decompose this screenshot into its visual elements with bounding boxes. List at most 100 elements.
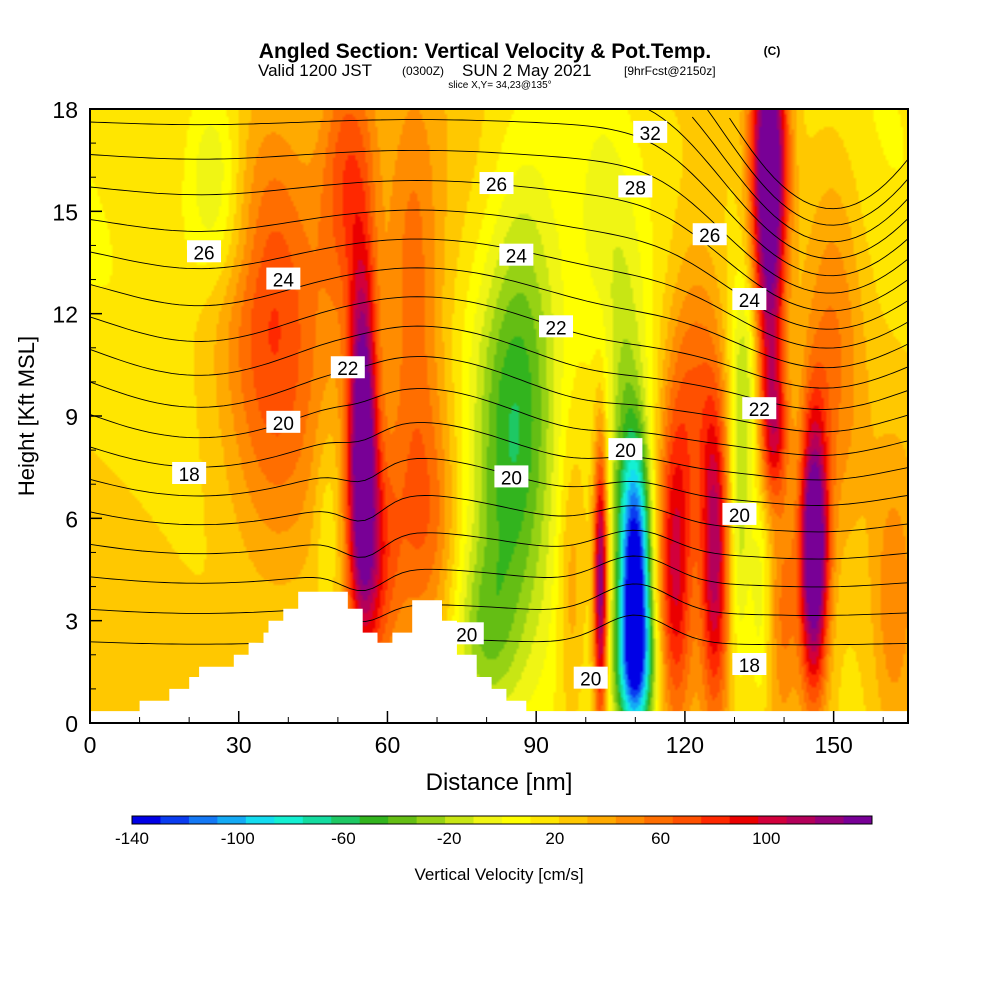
colorbar-swatch — [502, 816, 531, 824]
y-axis-label: Height [Kft MSL] — [14, 336, 39, 496]
colorbar-swatch — [587, 816, 617, 824]
colorbar-swatch — [160, 816, 190, 824]
subtitle-valid-c: SUN 2 May 2021 — [462, 61, 591, 80]
axes: 0 30 60 90 120 150 0 3 6 9 12 15 18 — [52, 97, 884, 758]
colorbar-swatch — [302, 816, 332, 824]
contour-label-text: 22 — [545, 318, 566, 339]
contour-label: 28 — [618, 175, 653, 199]
contour-label: 22 — [330, 356, 365, 380]
y-tick-label: 9 — [65, 404, 78, 430]
colorbar-swatch — [274, 816, 304, 824]
colorbar-tick-label: 20 — [545, 829, 564, 848]
colorbar-swatch — [217, 816, 247, 824]
colorbar-swatch — [473, 816, 503, 824]
vertical-velocity-field — [90, 109, 908, 723]
colorbar-frame — [131, 815, 873, 825]
contour-label-text: 22 — [749, 400, 770, 421]
colorbar-tick-label: -60 — [331, 829, 356, 848]
contour-label-text: 18 — [739, 656, 760, 677]
colorbar-swatch — [815, 816, 844, 824]
colorbar-swatch — [843, 816, 873, 824]
contour-label-text: 26 — [486, 175, 507, 196]
colorbar-swatch — [672, 816, 702, 824]
colorbar-swatch — [445, 816, 474, 824]
colorbar-swatch — [416, 816, 446, 824]
colorbar-swatch — [701, 816, 731, 824]
contour-label-text: 28 — [625, 178, 646, 199]
contour-label: 18 — [172, 461, 207, 486]
y-tick-label: 0 — [65, 711, 78, 737]
contour-label-text: 20 — [273, 414, 294, 435]
contour-label-text: 26 — [699, 226, 720, 247]
colorbar-swatch — [359, 816, 389, 824]
colorbar-tick-label: 60 — [651, 829, 670, 848]
colorbar-swatch — [245, 816, 275, 824]
contour-label: 26 — [692, 223, 727, 247]
colorbar-swatch — [331, 816, 361, 824]
contour-label: 20 — [722, 502, 757, 527]
y-tick-label: 12 — [52, 302, 78, 328]
contour-label-text: 24 — [506, 247, 528, 268]
contour-label-text: 18 — [179, 465, 200, 486]
contour-label-text: 20 — [456, 625, 477, 646]
contour-label: 20 — [494, 465, 529, 489]
y-tick-label: 18 — [52, 97, 78, 123]
contour-label-text: 26 — [193, 243, 214, 264]
colorbar-swatch — [188, 816, 218, 824]
contour-label-text: 20 — [729, 506, 750, 527]
subtitle-valid-a: Valid 1200 JST — [258, 61, 372, 80]
colorbar-tick-label: -140 — [115, 829, 149, 848]
contour-label-text: 20 — [615, 441, 636, 462]
x-tick-label: 60 — [375, 732, 401, 758]
x-tick-label: 0 — [84, 732, 97, 758]
contour-label-text: 24 — [739, 291, 761, 312]
contour-label: 24 — [266, 267, 301, 292]
colorbar-tick-label: 100 — [752, 829, 780, 848]
contour-label-text: 20 — [580, 670, 601, 691]
contour-label-text: 32 — [640, 124, 661, 145]
colorbar-swatch — [729, 816, 759, 824]
colorbar-swatch — [530, 816, 560, 824]
contour-label: 20 — [608, 438, 643, 462]
contour-label: 20 — [266, 410, 301, 435]
slice-info: slice X,Y= 34,23@135° — [448, 80, 551, 91]
contour-label: 26 — [479, 172, 514, 196]
x-axis-label: Distance [nm] — [426, 769, 573, 796]
contour-label: 24 — [499, 243, 534, 268]
contour-label: 18 — [732, 653, 767, 677]
x-tick-label: 30 — [226, 732, 252, 758]
terrain-mask — [90, 591, 908, 723]
contour-label-text: 22 — [337, 359, 358, 380]
colorbar-swatch — [786, 816, 816, 824]
y-tick-label: 3 — [65, 609, 78, 635]
colorbar-tick-label: -20 — [437, 829, 462, 848]
colorbar-tick-label: -100 — [221, 829, 255, 848]
colorbar-swatch — [558, 816, 588, 824]
x-tick-label: 150 — [814, 732, 852, 758]
x-tick-label: 90 — [523, 732, 549, 758]
contour-label: 32 — [633, 120, 668, 145]
subtitle-valid-time: Valid 1200 JST (0300Z) SUN 2 May 2021 [9… — [258, 61, 716, 80]
colorbar-swatch — [758, 816, 788, 824]
colorbar-swatch — [388, 816, 418, 824]
y-tick-label: 6 — [65, 506, 78, 532]
contour-labels: 32 28 26 26 26 24 24 24 22 22 22 20 20 20 20 20 20 18 18 — [172, 120, 777, 691]
contour-label: 20 — [573, 666, 608, 691]
x-tick-label: 120 — [666, 732, 704, 758]
colorbar-label: Vertical Velocity [cm/s] — [414, 865, 583, 884]
subtitle-valid-b: (0300Z) — [402, 64, 444, 78]
contour-label: 22 — [742, 397, 777, 421]
contour-label: 20 — [449, 622, 484, 646]
chart-title-unit: (C) — [764, 44, 781, 58]
contour-label: 24 — [732, 288, 767, 312]
colorbar: -140 -100 -60 -20 20 60 100 — [115, 815, 873, 848]
colorbar-swatch — [644, 816, 674, 824]
plot-area: 32 28 26 26 26 24 24 24 22 22 22 20 20 20 20 20 20 18 18 — [89, 108, 909, 724]
contour-label: 26 — [187, 240, 222, 264]
colorbar-swatch — [132, 816, 161, 824]
chart-title: Angled Section: Vertical Velocity & Pot.… — [259, 40, 711, 63]
colorbar-swatch — [615, 816, 645, 824]
contour-label-text: 24 — [273, 271, 295, 292]
contour-label: 22 — [539, 315, 574, 339]
